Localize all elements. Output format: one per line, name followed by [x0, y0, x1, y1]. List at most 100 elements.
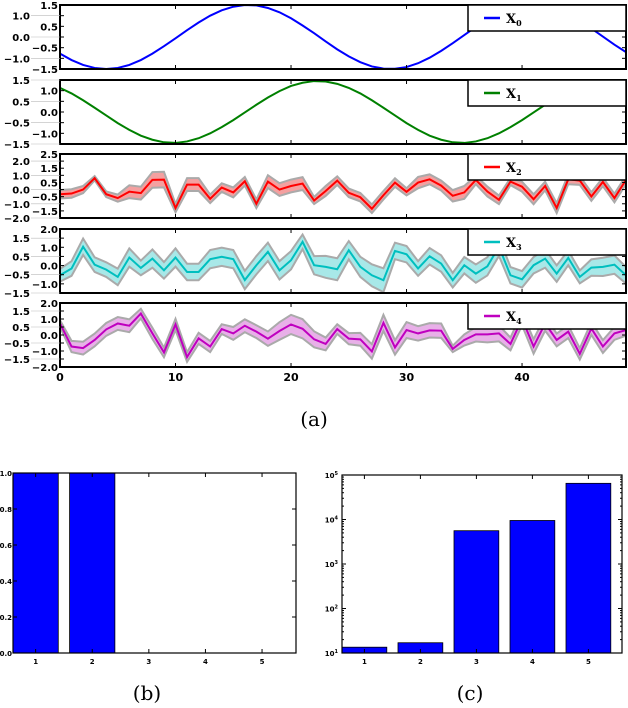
y-tick-exponent: 4 [335, 516, 339, 522]
y-tick-label: −0.5 [4, 339, 30, 350]
legend-label-subscript: 4 [516, 316, 522, 326]
plot-frame [12, 472, 297, 654]
x-tick-label: 4 [530, 658, 535, 666]
x-tick-label: 30 [399, 371, 415, 384]
y-tick-label: 0.0 [40, 331, 58, 342]
caption-a: (a) [300, 407, 328, 431]
x-tick-label: 5 [260, 658, 265, 666]
y-tick-base: 10 [325, 472, 335, 480]
plot-frame [59, 228, 627, 294]
band-lower-edge [59, 178, 627, 216]
legend-label-main: X [506, 87, 517, 102]
band-upper-edge [59, 307, 627, 355]
legend-label-subscript: 3 [516, 242, 522, 252]
y-tick-label: −1.0 [32, 347, 58, 358]
x-tick-label: 2 [90, 658, 95, 666]
y-tick-label: 2.0 [40, 299, 58, 310]
band-lower-edge [59, 246, 627, 294]
x-tick-label: 3 [474, 658, 479, 666]
y-tick-label: 0.6 [0, 542, 12, 550]
y-tick-label: 2.5 [40, 150, 58, 161]
legend: X0 [467, 4, 627, 32]
legend-label-subscript: 0 [516, 18, 522, 28]
y-tick-label: −1.5 [32, 65, 58, 76]
series-line-x4 [59, 311, 627, 360]
legend-label: X1 [506, 87, 522, 103]
x-tick-label: 10 [168, 371, 184, 384]
bar-5 [565, 482, 612, 654]
series-line-x2 [59, 176, 627, 211]
y-tick-label: −1.5 [4, 289, 30, 300]
y-tick-exponent: 5 [335, 471, 339, 477]
y-tick-label: 1.0 [12, 171, 30, 182]
y-tick-exponent: 3 [335, 560, 339, 566]
y-tick-label: 1.5 [12, 307, 30, 318]
legend: X2 [467, 153, 627, 181]
plot-frame [59, 153, 627, 219]
bar-chart-b: 1 2 3 4 5 1.0 0.8 0.6 0.4 0.2 0.0 [0, 470, 297, 666]
panel-x1: 1.5 1.0 0.5 0.0 −0.5−1.0−1.5 X1 [4, 76, 627, 151]
bar-2 [69, 472, 116, 654]
y-tick-exponent: 1 [335, 649, 339, 655]
y-tick-base: 10 [325, 561, 335, 569]
y-tick-label: 1.0 [0, 470, 12, 478]
legend: X4 [467, 302, 627, 330]
x-tick-label: 5 [586, 658, 591, 666]
y-tick-base: 10 [325, 517, 335, 525]
legend-label-subscript: 2 [516, 167, 522, 177]
legend-label: X3 [506, 236, 522, 252]
y-tick-label: 0.5 [12, 252, 30, 263]
y-tick-label: 104 [325, 516, 339, 525]
y-tick-label: 1.5 [12, 234, 30, 245]
y-tick-label: 0.0 [12, 186, 30, 197]
y-tick-label: 1.0 [12, 12, 30, 23]
y-tick-label: 0.2 [0, 614, 12, 622]
y-tick-label: −2.0 [4, 214, 30, 225]
x-tick-label: 40 [514, 371, 530, 384]
time-series-panels: 1.51.00.50.0−0.5−1.0−1.5X01.51.00.50.0−0… [4, 1, 627, 384]
panel-x0: 1.5 1.0 0.5 0.0−0.5−1.0−1.5 X0 [4, 1, 627, 76]
legend-label-main: X [506, 236, 517, 251]
uncertainty-band [60, 308, 626, 362]
panel-x4: 0 10 20 30 40 2.0 1.5 1.0 0.5 0.0 −0.5−1.0−1.5−2.0… [4, 299, 627, 384]
legend-label-main: X [506, 161, 517, 176]
y-tick-label: 0.5 [40, 178, 58, 189]
x-tick-label: 3 [146, 658, 151, 666]
y-tick-label: 0.8 [0, 506, 12, 514]
legend: X3 [467, 228, 627, 256]
y-tick-label: 105 [325, 471, 339, 480]
panel-x2: 2.5 2.0 1.5 1.0 0.5 0.0−0.5−1.0−1.5−2.0 X2 [4, 150, 627, 225]
y-tick-label: 102 [325, 605, 339, 614]
panel-x3: 2.0 1.5 1.0 0.5 0.0 −0.5−1.0−1.5 X3 [4, 225, 627, 300]
legend-label: X0 [506, 12, 522, 28]
y-tick-label: −0.5 [4, 119, 30, 130]
y-tick-label: 0.5 [40, 22, 58, 33]
bar-1 [12, 472, 59, 654]
band-upper-edge [59, 232, 627, 275]
y-tick-label: 0.5 [12, 97, 30, 108]
series-line-x1 [59, 80, 627, 144]
legend-label-main: X [506, 12, 517, 27]
legend-label-main: X [506, 310, 517, 325]
caption-b: (b) [133, 681, 161, 705]
y-tick-label: −1.5 [32, 207, 58, 218]
y-tick-label: −1.5 [4, 355, 30, 366]
band-lower-edge [59, 316, 627, 365]
y-tick-label: 0.5 [12, 323, 30, 334]
legend-label-subscript: 1 [516, 93, 522, 103]
bar-4 [509, 520, 556, 654]
x-tick-label: 4 [203, 658, 208, 666]
y-tick-label: 1.5 [12, 76, 30, 87]
legend: X1 [467, 79, 627, 107]
band-upper-edge [59, 170, 627, 207]
y-tick-label: −1.0 [32, 280, 58, 291]
y-tick-label: 1.0 [40, 243, 58, 254]
y-tick-label: 0.0 [0, 650, 12, 658]
y-tick-label: 1.0 [40, 315, 58, 326]
y-tick-label: 103 [325, 560, 339, 569]
y-tick-label: 1.5 [40, 164, 58, 175]
y-tick-label: 1.0 [40, 87, 58, 98]
y-tick-label: −1.0 [4, 200, 30, 211]
